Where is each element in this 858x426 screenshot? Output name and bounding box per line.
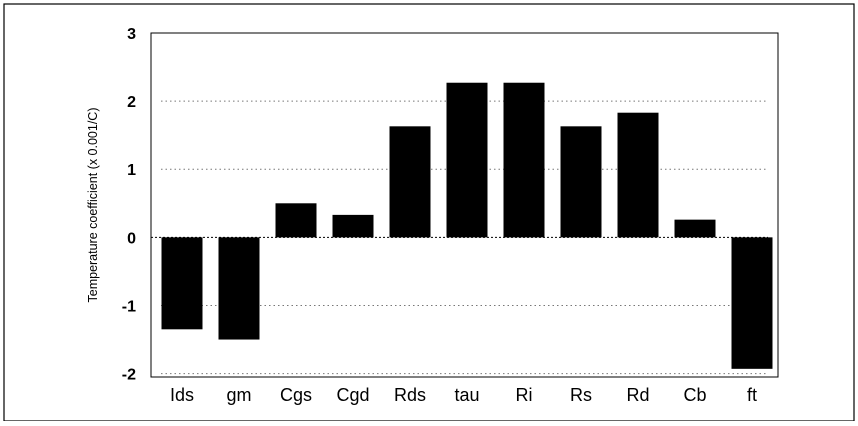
x-tick-label: ft	[747, 385, 757, 405]
x-tick-label: gm	[226, 385, 251, 405]
bar-ft	[731, 237, 773, 369]
y-tick-label: -1	[122, 298, 136, 315]
y-axis-label: Temperature coefficient (x 0.001/C)	[86, 107, 100, 302]
bar-tau	[446, 82, 488, 238]
y-tick-label: 2	[127, 94, 136, 111]
bar-cb	[674, 219, 716, 238]
bar-ids	[161, 237, 203, 330]
bar-gm	[218, 237, 260, 340]
y-tick-label: -2	[122, 367, 136, 384]
y-tick-label: 3	[127, 26, 136, 43]
x-tick-label: Ri	[516, 385, 533, 405]
x-tick-label: Rds	[394, 385, 426, 405]
bar-cgd	[332, 214, 374, 238]
x-tick-label: Rd	[626, 385, 649, 405]
y-tick-label: 1	[127, 162, 136, 179]
bar-rds	[389, 126, 431, 238]
bar-ri	[503, 82, 545, 238]
x-tick-label: Rs	[570, 385, 592, 405]
x-tick-label: Cgd	[336, 385, 369, 405]
bar-rs	[560, 126, 602, 238]
x-tick-label: Cb	[683, 385, 706, 405]
x-tick-label: Cgs	[280, 385, 312, 405]
x-tick-label: tau	[454, 385, 479, 405]
y-tick-labels: 3 2 1 0 -1 -2	[122, 26, 136, 384]
y-tick-label: 0	[127, 230, 136, 247]
x-tick-labels: Ids gm Cgs Cgd Rds tau Ri Rs Rd Cb ft	[170, 385, 757, 405]
bars	[161, 82, 773, 369]
x-tick-label: Ids	[170, 385, 194, 405]
bar-cgs	[275, 203, 317, 238]
bar-rd	[617, 112, 659, 238]
